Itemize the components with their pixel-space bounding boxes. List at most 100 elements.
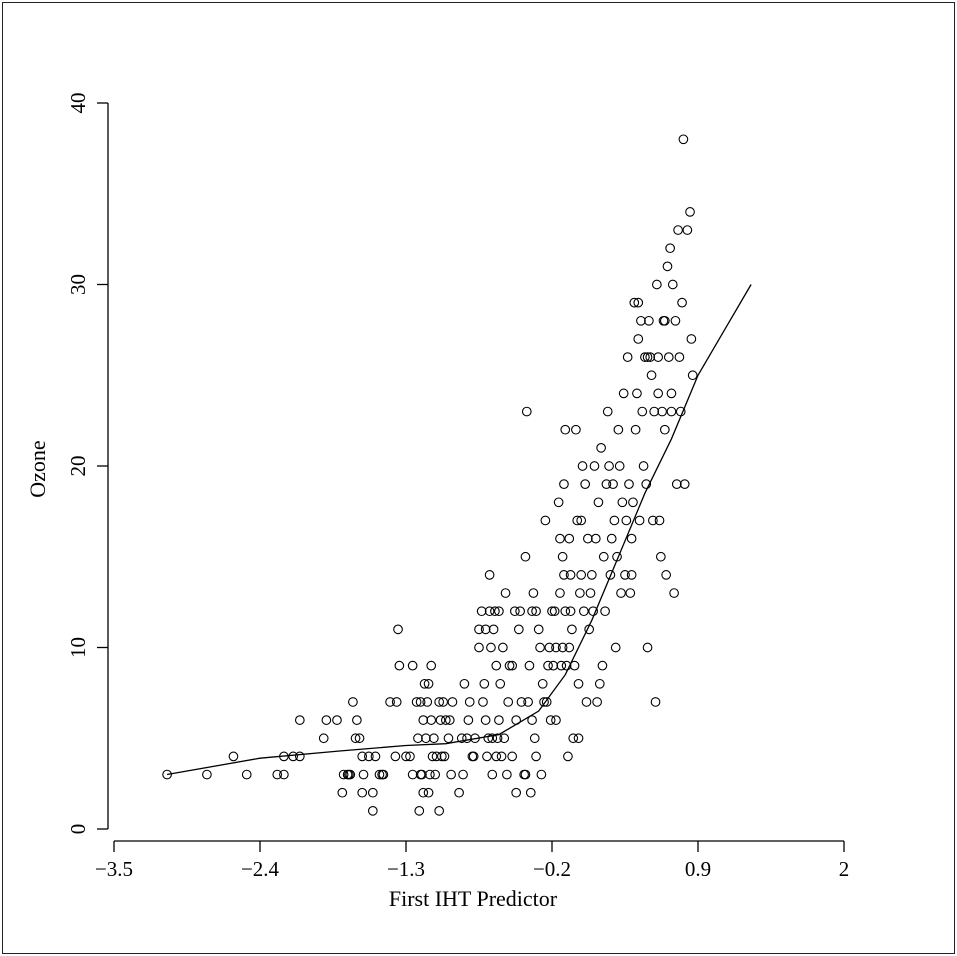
data-point	[337, 787, 348, 798]
data-point	[436, 751, 447, 762]
data-point	[667, 279, 678, 290]
data-point	[446, 769, 456, 780]
data-point	[548, 660, 559, 671]
data-point	[535, 642, 545, 653]
data-point	[438, 697, 449, 707]
data-point	[674, 352, 685, 362]
data-point	[555, 533, 565, 544]
data-point	[521, 406, 532, 417]
data-point	[502, 769, 512, 780]
data-point	[565, 606, 576, 617]
data-point	[228, 751, 239, 762]
data-point	[547, 606, 557, 617]
data-point	[494, 715, 504, 725]
scatter-plot: −3.5 −2.4 −1.3 −0.2 0.9 2 0 10 20 30 40 First IHT…	[25, 93, 849, 912]
data-point	[642, 352, 653, 362]
y-tick-label: 10	[66, 637, 90, 658]
data-point	[586, 570, 597, 580]
x-tick-label: −1.3	[387, 857, 425, 881]
data-point	[434, 805, 445, 816]
data-point	[677, 297, 687, 308]
data-point	[555, 588, 565, 598]
data-point	[533, 624, 544, 635]
data-point	[370, 751, 381, 762]
data-point	[556, 660, 567, 671]
data-point	[576, 570, 587, 580]
data-point	[580, 479, 591, 490]
data-point	[633, 334, 644, 344]
data-point	[540, 515, 551, 526]
data-point	[549, 606, 560, 617]
data-point	[531, 606, 541, 617]
data-point	[618, 388, 629, 399]
data-point	[571, 424, 581, 435]
data-point	[605, 570, 616, 580]
data-point	[629, 297, 640, 308]
data-point	[557, 551, 568, 562]
data-point	[462, 733, 472, 744]
data-point	[606, 533, 617, 544]
data-point	[494, 606, 504, 617]
data-point	[589, 461, 600, 471]
data-point	[610, 642, 621, 653]
data-point	[321, 715, 332, 725]
data-point	[492, 733, 503, 744]
x-tick-label: 0.9	[685, 857, 711, 881]
data-point	[638, 461, 649, 471]
data-point	[419, 678, 430, 689]
data-point	[616, 588, 626, 598]
data-point	[525, 787, 536, 798]
data-point	[640, 352, 650, 362]
data-point	[648, 515, 658, 526]
data-point	[414, 805, 425, 816]
data-point	[687, 370, 698, 381]
y-tick-label: 20	[66, 456, 90, 477]
data-point	[527, 606, 537, 617]
y-tick-label: 40	[66, 93, 90, 114]
data-point	[636, 315, 646, 326]
data-point	[456, 733, 467, 744]
data-point	[613, 424, 624, 435]
data-point	[649, 406, 660, 417]
data-point	[422, 697, 433, 707]
data-point	[563, 751, 573, 762]
data-point	[495, 678, 506, 689]
data-point	[417, 769, 427, 780]
data-point	[363, 751, 374, 762]
data-point	[621, 515, 632, 526]
data-point	[520, 769, 531, 780]
data-point	[468, 751, 479, 762]
data-point	[418, 715, 429, 725]
x-tick-label: −0.2	[533, 857, 571, 881]
data-point	[529, 733, 540, 744]
data-point	[394, 660, 405, 671]
data-point	[632, 388, 642, 399]
data-point	[657, 406, 668, 417]
data-point	[590, 533, 601, 544]
data-point	[474, 624, 484, 635]
data-point	[162, 769, 172, 780]
data-point	[390, 751, 401, 762]
data-point	[496, 751, 507, 762]
data-point	[625, 588, 636, 598]
data-point	[511, 787, 522, 798]
data-point	[652, 279, 662, 290]
data-point	[423, 787, 434, 798]
data-point	[430, 769, 441, 780]
data-point	[426, 715, 437, 725]
data-point	[653, 388, 664, 399]
data-point	[345, 769, 356, 780]
data-point	[624, 479, 634, 490]
data-point	[581, 697, 592, 707]
data-point	[645, 352, 656, 362]
data-point	[560, 606, 571, 617]
data-point	[487, 769, 498, 780]
data-point	[367, 787, 378, 798]
data-point	[348, 697, 358, 707]
data-point	[423, 678, 434, 689]
data-point	[568, 733, 579, 744]
x-ticks: −3.5 −2.4 −1.3 −0.2 0.9 2	[95, 841, 849, 881]
trend-line	[166, 284, 752, 776]
data-point	[557, 642, 568, 653]
data-point	[560, 424, 571, 435]
